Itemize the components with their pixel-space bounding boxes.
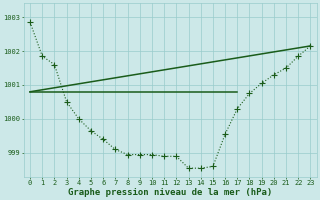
X-axis label: Graphe pression niveau de la mer (hPa): Graphe pression niveau de la mer (hPa): [68, 188, 272, 197]
